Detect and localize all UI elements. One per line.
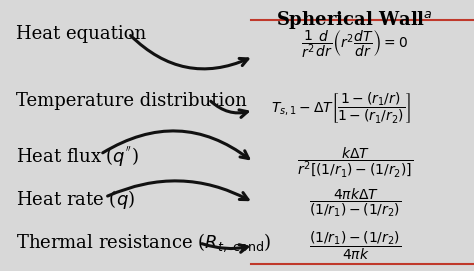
- Text: Heat flux ($q^{''}$): Heat flux ($q^{''}$): [16, 144, 138, 169]
- Text: Spherical Wall$^a$: Spherical Wall$^a$: [276, 9, 433, 31]
- Text: $T_{s,1} - \Delta T\left[\dfrac{1-(r_1/r)}{1-(r_1/r_2)}\right]$: $T_{s,1} - \Delta T\left[\dfrac{1-(r_1/r…: [271, 91, 410, 126]
- Text: $\dfrac{1}{r^2}\dfrac{d}{dr}\left(r^2\dfrac{dT}{dr}\right) = 0$: $\dfrac{1}{r^2}\dfrac{d}{dr}\left(r^2\df…: [301, 28, 408, 60]
- Text: $\dfrac{(1/r_1)-(1/r_2)}{4\pi k}$: $\dfrac{(1/r_1)-(1/r_2)}{4\pi k}$: [309, 229, 401, 262]
- Text: $\dfrac{k\Delta T}{r^2[(1/r_1)-(1/r_2)]}$: $\dfrac{k\Delta T}{r^2[(1/r_1)-(1/r_2)]}…: [297, 146, 413, 179]
- Text: Heat rate ($q$): Heat rate ($q$): [16, 188, 135, 211]
- Text: Thermal resistance ($R_{t,\ \mathrm{cond}}$): Thermal resistance ($R_{t,\ \mathrm{cond…: [16, 231, 271, 254]
- Text: Temperature distribution: Temperature distribution: [16, 92, 246, 110]
- Text: $\dfrac{4\pi k\Delta T}{(1/r_1)-(1/r_2)}$: $\dfrac{4\pi k\Delta T}{(1/r_1)-(1/r_2)}…: [309, 186, 401, 219]
- Text: Heat equation: Heat equation: [16, 25, 146, 43]
